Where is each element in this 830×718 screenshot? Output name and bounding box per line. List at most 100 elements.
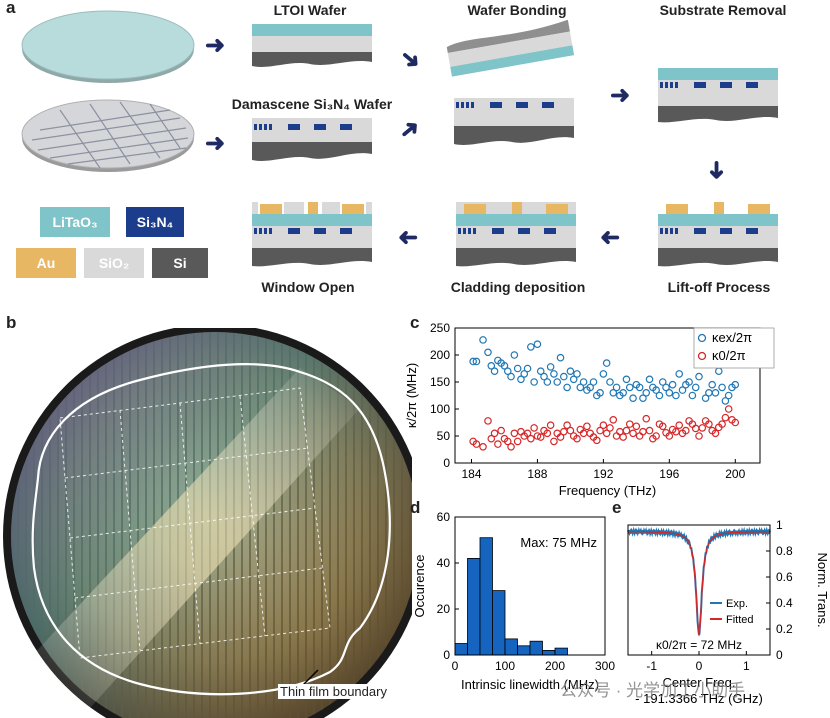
data-point	[642, 389, 651, 397]
data-point	[721, 397, 730, 405]
data-point	[573, 370, 581, 378]
y-tick-label: 40	[437, 556, 451, 570]
data-point	[724, 405, 733, 413]
data-point	[563, 383, 571, 392]
legend-marker	[697, 351, 707, 361]
x-tick-label: 200	[545, 659, 565, 673]
data-point	[599, 421, 608, 430]
step-title-wafer-bonding: Wafer Bonding	[467, 2, 567, 18]
data-point	[655, 391, 664, 400]
data-point	[543, 429, 552, 438]
data-point	[691, 424, 700, 433]
data-point	[731, 380, 740, 389]
histogram-bar	[492, 590, 506, 656]
y-tick-label: 60	[437, 510, 451, 524]
data-point	[675, 370, 684, 378]
data-point	[553, 378, 562, 386]
panel-b-label: b	[6, 313, 17, 332]
legend-au: Au	[16, 248, 76, 278]
data-point	[685, 378, 693, 386]
y-tick-label: 1	[776, 518, 783, 532]
data-point	[705, 389, 713, 397]
data-point	[546, 363, 555, 371]
histogram-bar	[504, 638, 518, 656]
ltoi-layer-stack	[252, 24, 372, 67]
legend-label: Exp.	[726, 598, 748, 610]
data-point	[556, 353, 565, 362]
data-point	[625, 383, 634, 392]
data-point	[652, 386, 660, 394]
data-point	[612, 383, 621, 392]
cladding-stack	[456, 202, 576, 267]
x-tick-label: 0	[696, 659, 703, 673]
y-tick-label: 50	[437, 429, 451, 443]
data-point	[662, 383, 670, 392]
y-axis-label: κ/2π (MHz)	[404, 363, 419, 428]
step-title-lift-off: Lift-off Process	[667, 279, 771, 295]
data-point	[645, 426, 654, 435]
histogram-bar	[467, 558, 481, 656]
data-point	[668, 380, 677, 389]
data-point	[721, 413, 730, 422]
y-tick-label: 0.4	[776, 596, 793, 610]
window-open-stack	[252, 202, 372, 267]
data-point	[658, 378, 667, 386]
y-tick-label: 0.6	[776, 570, 793, 584]
data-point	[688, 391, 697, 400]
data-point	[665, 389, 674, 397]
damascene-layer-stack	[252, 118, 372, 161]
data-point	[510, 429, 519, 438]
data-point	[698, 424, 707, 432]
data-point	[517, 427, 525, 436]
arrow-right-icon: ➜	[610, 82, 631, 109]
data-point	[596, 389, 604, 397]
data-point	[622, 375, 631, 384]
y-tick-label: 0	[443, 456, 450, 470]
data-point	[533, 340, 542, 349]
x-axis-label: Intrinsic linewidth (MHz)	[461, 677, 599, 692]
data-point	[599, 370, 608, 378]
data-point	[546, 421, 555, 430]
data-point	[639, 394, 647, 403]
data-point	[609, 416, 618, 424]
data-point	[560, 372, 568, 381]
panel-e-label: e	[612, 498, 622, 517]
data-point	[612, 432, 621, 440]
data-point	[536, 367, 545, 376]
x-tick-label: 300	[595, 659, 615, 673]
data-point	[487, 434, 496, 443]
histogram-bar	[479, 537, 493, 656]
data-point	[533, 432, 542, 440]
data-point	[711, 389, 720, 397]
data-point	[675, 421, 684, 430]
data-point	[711, 429, 720, 438]
data-point	[596, 426, 604, 435]
data-point	[510, 351, 519, 359]
plot-frame	[454, 516, 606, 656]
step-title-window-open: Window Open	[261, 279, 355, 295]
step-title-ltoi-wafer: LTOI Wafer	[273, 2, 347, 18]
resonance-transmission-chart: -1 0 1 0 0.2 0.4 0.6 0.8 1 Center Freq.- 191.3366…	[627, 518, 830, 706]
data-point	[527, 343, 535, 351]
step-title-cladding: Cladding deposition	[450, 279, 586, 295]
legend-si3n4: Si₃N₄	[126, 207, 184, 237]
y-tick-label: 250	[430, 321, 450, 335]
data-point	[708, 380, 716, 389]
y-tick-label: 0	[443, 648, 450, 662]
x-tick-label: 196	[659, 467, 679, 481]
data-point	[503, 437, 512, 446]
data-point	[579, 378, 588, 386]
data-point	[543, 378, 552, 386]
y-tick-label: 0.2	[776, 622, 793, 636]
arrow-right-icon: ➜	[205, 32, 226, 59]
x-tick-label: 100	[495, 659, 515, 673]
x-tick-label: 192	[593, 467, 613, 481]
data-point	[550, 370, 558, 378]
histogram-bar	[517, 645, 531, 656]
data-point	[556, 433, 565, 441]
data-point	[536, 433, 545, 441]
arrow-down-icon: ➜	[703, 159, 731, 181]
data-point	[629, 429, 637, 438]
x-tick-label: -1	[646, 659, 657, 673]
data-point	[503, 367, 512, 376]
